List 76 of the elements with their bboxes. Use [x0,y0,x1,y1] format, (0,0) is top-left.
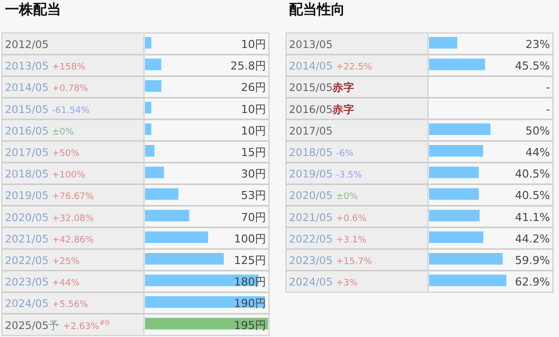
data-label: 40.5% [515,168,550,181]
y-tick-label: 2018/05 +100% [5,168,86,181]
y-tick-label: 2020/05 ±0% [289,190,358,202]
data-label: 26円 [241,81,266,94]
bar [145,318,268,330]
y-tick-label: 2024/05 +5.56% [5,298,89,310]
data-label: 70円 [241,210,266,224]
y-tick-label: 2016/05赤字 [289,102,355,116]
bar [429,231,484,243]
y-tick-label: 2012/05 [5,39,49,51]
y-tick-label: 2020/05 +32.08% [5,212,94,224]
bar [145,58,162,70]
data-label: 41.1% [515,210,550,224]
data-label: 44.2% [515,232,550,246]
text: - [546,81,550,94]
bar [145,102,152,114]
data-label: 10円 [241,124,266,138]
text: - [546,102,550,116]
bar [429,166,479,178]
bar [429,188,479,200]
bar [145,231,208,243]
bar [145,37,152,49]
data-label: 45.5% [515,60,550,73]
bar [145,145,154,157]
y-tick-label: 2024/05 +3% [289,276,358,289]
data-label: 10円 [241,102,266,116]
data-label: 125円 [234,254,266,267]
y-tick-label: 2019/05 -3.5% [289,168,363,181]
data-label: 10円 [241,38,266,51]
bar [145,123,152,135]
data-label: 59.9% [515,254,550,267]
y-tick-label: 2014/05 +22.5% [289,60,373,73]
y-tick-label: 2019/05 +76.67% [5,190,94,202]
data-label: 62.9% [515,276,550,289]
bar [145,296,265,308]
data-label: 25.8円 [230,60,266,73]
data-label: 53円 [241,189,266,202]
data-label: 30円 [241,168,266,181]
y-tick-label: 2013/05 [289,39,333,51]
y-tick-label: 2022/05 +25% [5,255,80,267]
bar [429,210,480,222]
data-label: 15円 [241,146,266,159]
bar [429,274,506,286]
data-label: 100円 [234,232,266,246]
bar [429,253,503,265]
bar [145,188,178,200]
y-tick-label: 2017/05 +50% [5,147,80,159]
bar [429,58,485,70]
data-label: 44% [526,146,550,159]
text: 配当性向 [289,2,345,18]
y-tick-label: 2021/05 +0.6% [289,212,367,224]
bar [145,253,224,265]
bar [145,210,190,222]
data-label: 50% [526,124,550,138]
bar [429,145,484,157]
y-tick-label: 2016/05 ±0% [5,125,74,138]
y-tick-label: 2018/05 -6% [289,147,354,159]
y-tick-label: 2015/05赤字 [289,81,355,94]
data-label: 23% [526,38,550,51]
y-tick-label: 2022/05 +3.1% [289,233,367,246]
y-tick-label: 2014/05 +0.78% [5,82,89,94]
y-tick-label: 2013/05 +158% [5,60,86,73]
bar [145,166,164,178]
bar [145,80,162,92]
data-label: 190円 [234,297,266,310]
y-tick-label: 2023/05 +15.7% [289,255,373,267]
y-tick-label: 2021/05 +42.86% [5,233,94,246]
bar [429,37,458,49]
bar [429,123,490,135]
y-tick-label: 2023/05 +44% [5,276,80,289]
y-tick-label: 2015/05 -61.54% [5,104,90,116]
y-tick-label: 2017/05 [289,125,333,138]
data-label: 40.5% [515,189,550,202]
y-tick-label: 2025/05予 +2.63%$^{#9}$ [5,318,110,332]
data-label: 195円 [234,318,266,332]
text: 一株配当 [5,2,61,18]
